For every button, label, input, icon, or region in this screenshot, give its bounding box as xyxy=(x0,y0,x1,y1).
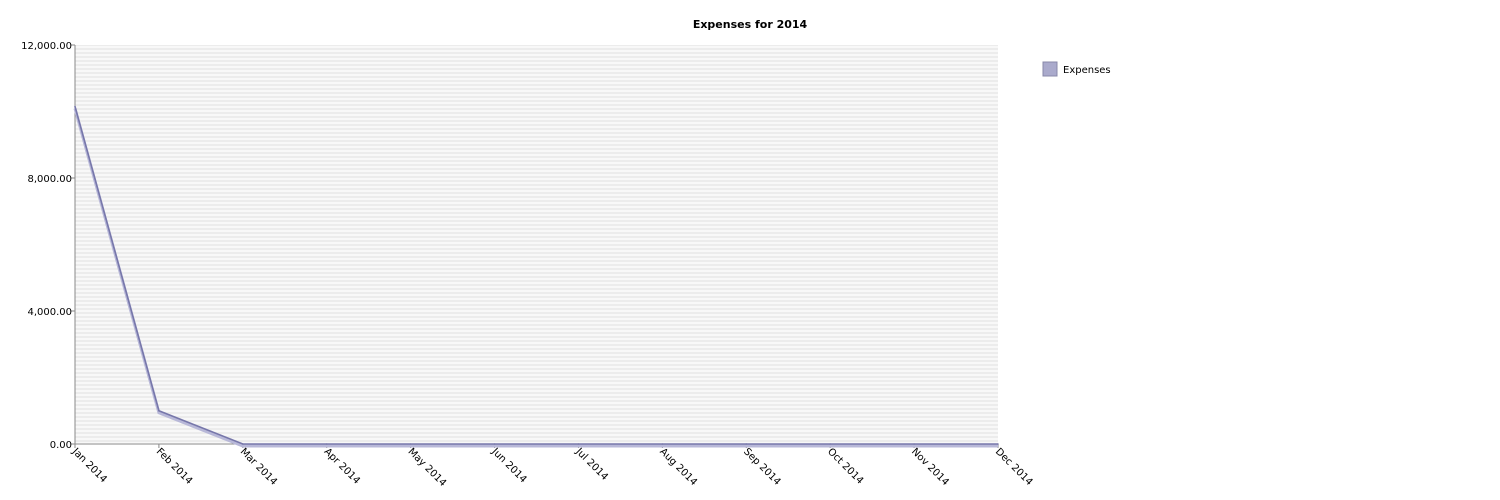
data-point xyxy=(745,443,748,445)
data-point xyxy=(577,443,580,445)
y-tick-label: 8,000.00 xyxy=(27,174,72,185)
chart-title: Expenses for 2014 xyxy=(693,18,808,31)
y-axis: 0.00 4,000.00 8,000.00 12,000.00 xyxy=(21,41,76,451)
series-line-shadow xyxy=(73,108,998,448)
data-point xyxy=(997,443,999,445)
x-tick-label: Jul 2014 xyxy=(573,446,610,483)
x-tick-label: Dec 2014 xyxy=(993,446,1035,488)
legend-swatch-expenses xyxy=(1042,61,1058,77)
series-line-expenses xyxy=(74,106,998,445)
x-tick-label: Mar 2014 xyxy=(238,446,279,487)
data-point xyxy=(493,443,496,445)
data-point xyxy=(74,105,76,108)
x-tick-label: Nov 2014 xyxy=(909,446,951,488)
data-point xyxy=(158,409,160,412)
data-point xyxy=(242,443,244,445)
data-point xyxy=(409,443,412,445)
data-point xyxy=(661,443,664,445)
y-tick-label: 0.00 xyxy=(50,440,72,451)
data-point xyxy=(325,443,328,445)
x-tick-label: Jan 2014 xyxy=(69,446,109,486)
y-tick-label: 12,000.00 xyxy=(21,41,72,52)
x-tick-label: Jun 2014 xyxy=(489,446,529,486)
legend-label-expenses: Expenses xyxy=(1063,65,1111,76)
x-tick-label: Oct 2014 xyxy=(825,446,865,486)
x-tick-label: Feb 2014 xyxy=(154,446,195,487)
plot-background xyxy=(75,45,998,444)
series-layer xyxy=(73,105,999,448)
x-tick-label: May 2014 xyxy=(406,446,449,489)
plot-area xyxy=(75,45,998,444)
legend: Expenses xyxy=(1042,61,1111,77)
data-point xyxy=(913,443,915,445)
data-point xyxy=(829,443,831,445)
x-tick-label: Apr 2014 xyxy=(322,446,362,486)
x-axis: Jan 2014 Feb 2014 Mar 2014 Apr 2014 May 2014… xyxy=(69,443,1035,489)
gridlines xyxy=(75,46,998,444)
x-tick-label: Sep 2014 xyxy=(741,446,782,487)
y-tick-label: 4,000.00 xyxy=(27,307,72,318)
x-tick-label: Aug 2014 xyxy=(657,446,699,488)
